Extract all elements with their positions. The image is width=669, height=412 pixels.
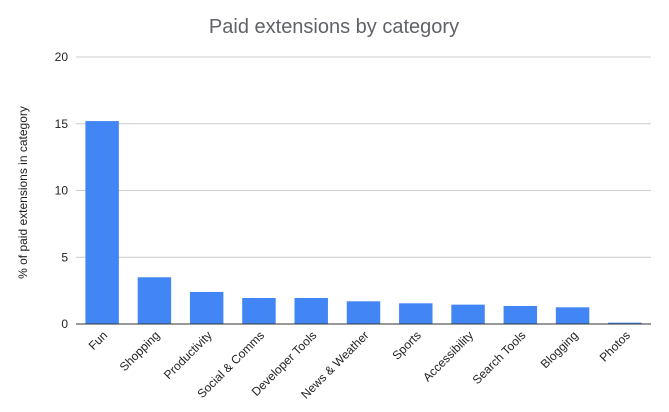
chart-title: Paid extensions by category	[209, 16, 459, 38]
x-tick-label: Productivity	[161, 328, 215, 382]
bar-sports	[399, 303, 433, 324]
gridlines	[76, 56, 651, 258]
bar-accessibility	[451, 304, 485, 324]
y-tick-label: 20	[55, 50, 69, 64]
x-tick-label: Photos	[597, 328, 633, 364]
x-tick-label: Blogging	[538, 328, 581, 371]
y-tick-label: 15	[55, 117, 69, 131]
y-axis-title: % of paid extensions in category	[16, 106, 30, 279]
x-tick-label: Fun	[86, 328, 111, 353]
y-tick-label: 0	[61, 317, 68, 331]
y-axis-ticks: 0 5 10 15 20	[55, 50, 69, 331]
bar-social-comms	[242, 297, 276, 324]
y-tick-label: 10	[55, 184, 69, 198]
x-tick-label: Search Tools	[470, 328, 529, 387]
bar-search-tools	[503, 305, 538, 324]
bar-blogging	[555, 307, 590, 324]
x-tick-label: Sports	[389, 328, 423, 362]
x-tick-label: Accessibility	[420, 328, 476, 384]
bar-developer-tools	[294, 297, 328, 324]
bars	[85, 121, 642, 324]
x-tick-label: Shopping	[117, 328, 163, 374]
bar-fun	[85, 121, 119, 324]
bar-photos	[608, 322, 642, 324]
y-tick-label: 5	[61, 250, 68, 264]
bar-shopping	[137, 277, 172, 324]
bar-news-weather	[346, 301, 381, 324]
bar-productivity	[189, 291, 224, 324]
